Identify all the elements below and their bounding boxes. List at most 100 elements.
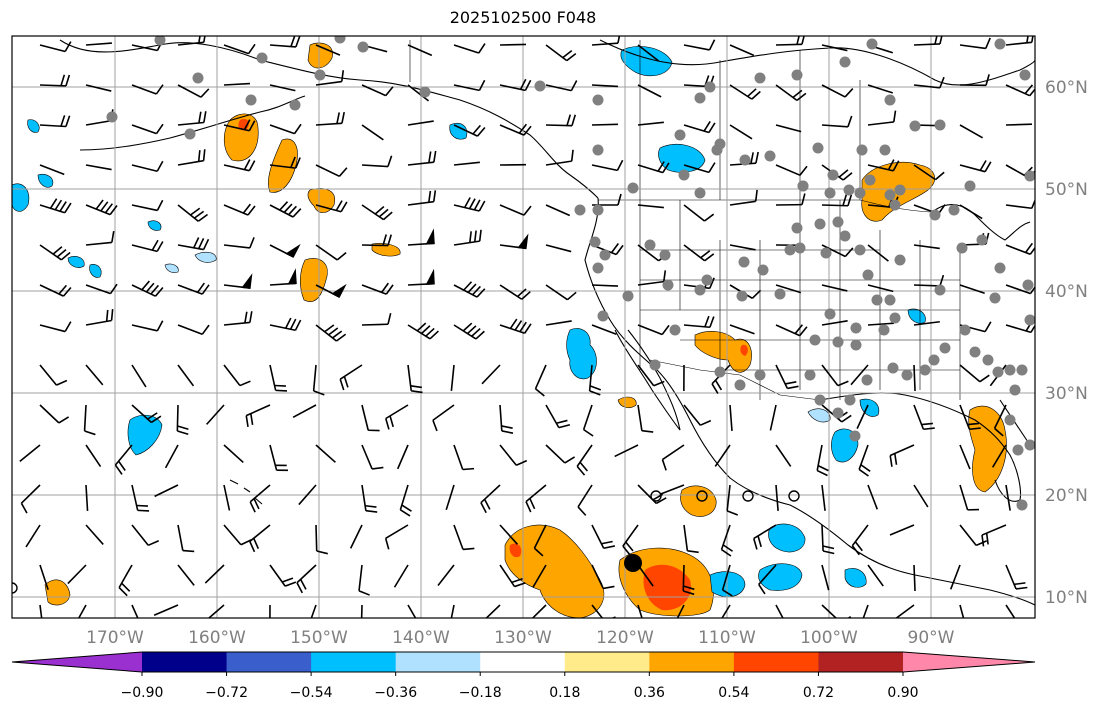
station-dot xyxy=(694,187,706,199)
station-dot xyxy=(928,354,940,366)
wind-barb xyxy=(1005,123,1033,126)
wind-barb xyxy=(407,268,435,286)
wind-barb xyxy=(269,156,301,169)
negative-region xyxy=(194,251,217,263)
wind-barb xyxy=(821,484,826,511)
wind-barb xyxy=(361,204,393,221)
wind-barb xyxy=(499,233,529,250)
wind-barb xyxy=(176,404,189,436)
wind-barb xyxy=(177,237,210,251)
negative-region xyxy=(89,264,102,278)
station-dot xyxy=(809,334,821,346)
wind-barb xyxy=(407,150,437,166)
wind-barb xyxy=(310,604,317,618)
longitude-label: 170°W xyxy=(86,628,144,648)
station-dot xyxy=(844,394,856,406)
wind-barb xyxy=(85,364,104,386)
wind-barb xyxy=(131,320,164,332)
wind-barb xyxy=(223,43,256,55)
wind-barb xyxy=(269,243,301,258)
wind-barb xyxy=(913,76,945,89)
wind-barb xyxy=(481,364,501,385)
negative-region xyxy=(566,328,597,380)
station-dot xyxy=(1016,364,1028,376)
positive-region xyxy=(307,188,336,213)
wind-barb xyxy=(637,564,654,587)
great-lakes xyxy=(934,204,1031,241)
wind-barb xyxy=(591,159,624,172)
wind-barb xyxy=(450,364,455,391)
wind-barb xyxy=(177,564,195,586)
wind-barb xyxy=(67,564,87,585)
wind-barb xyxy=(499,123,532,136)
positive-region xyxy=(680,485,717,517)
wind-barb xyxy=(614,444,639,458)
station-dot xyxy=(889,199,901,211)
wind-barb xyxy=(453,79,486,92)
wind-barb xyxy=(177,36,206,46)
wind-barb xyxy=(39,74,71,87)
wind-barb xyxy=(223,119,256,132)
wind-barb xyxy=(816,444,829,477)
wind-barb xyxy=(721,564,733,597)
wind-barb xyxy=(637,121,664,126)
wind-barb xyxy=(683,404,712,426)
strong-positive-region xyxy=(643,564,691,611)
wind-barb xyxy=(85,42,112,46)
wind-barb xyxy=(223,364,251,387)
calm-circle xyxy=(12,582,18,594)
station-dot xyxy=(256,52,268,64)
station-dot xyxy=(814,218,826,230)
wind-barb xyxy=(118,564,133,597)
station-dot xyxy=(589,236,601,248)
wind-barb xyxy=(959,160,992,173)
station-dot xyxy=(592,204,604,216)
negative-region xyxy=(768,523,806,553)
wind-barb xyxy=(432,404,455,432)
wind-barb xyxy=(499,318,532,335)
colorbar-segment xyxy=(226,652,312,672)
wind-barb xyxy=(269,123,302,135)
station-dot xyxy=(714,366,726,378)
wind-barb xyxy=(637,161,670,174)
station-dot xyxy=(889,312,901,324)
wind-barb xyxy=(637,404,654,433)
station-dot xyxy=(854,244,866,256)
wind-barb xyxy=(959,404,981,431)
station-dot xyxy=(956,242,968,254)
wind-barb xyxy=(499,404,514,434)
station-dot xyxy=(850,322,862,334)
station-dot xyxy=(814,394,826,406)
station-dot xyxy=(894,254,906,266)
wind-barb xyxy=(499,78,532,92)
wind-barb xyxy=(85,199,118,216)
wind-barb xyxy=(850,364,869,386)
wind-barb xyxy=(545,284,577,301)
colorbar-label: −0.36 xyxy=(374,685,417,701)
station-dot xyxy=(736,290,748,302)
wind-barb xyxy=(131,123,164,135)
wind-barb xyxy=(153,604,179,617)
wind-barb xyxy=(223,159,256,172)
wind-barb xyxy=(349,524,363,549)
wind-barb xyxy=(821,524,835,555)
wind-barb xyxy=(545,149,574,166)
wind-barb xyxy=(131,484,150,512)
wind-barb xyxy=(85,484,89,512)
station-dot xyxy=(887,362,899,374)
wind-barb xyxy=(856,404,869,429)
colorbar-label: −0.72 xyxy=(205,685,248,701)
station-dot xyxy=(1012,444,1024,456)
station-dot xyxy=(901,369,913,381)
negative-region xyxy=(127,414,163,456)
wind-barb xyxy=(775,364,799,390)
wind-barb xyxy=(114,444,133,475)
station-dot xyxy=(627,182,639,194)
wind-barb xyxy=(959,524,987,547)
wind-barb xyxy=(867,110,897,126)
station-dot xyxy=(856,144,868,156)
station-dot xyxy=(754,369,766,381)
wind-barb xyxy=(269,364,288,392)
station-dot xyxy=(850,339,862,351)
wind-barb xyxy=(407,44,433,57)
